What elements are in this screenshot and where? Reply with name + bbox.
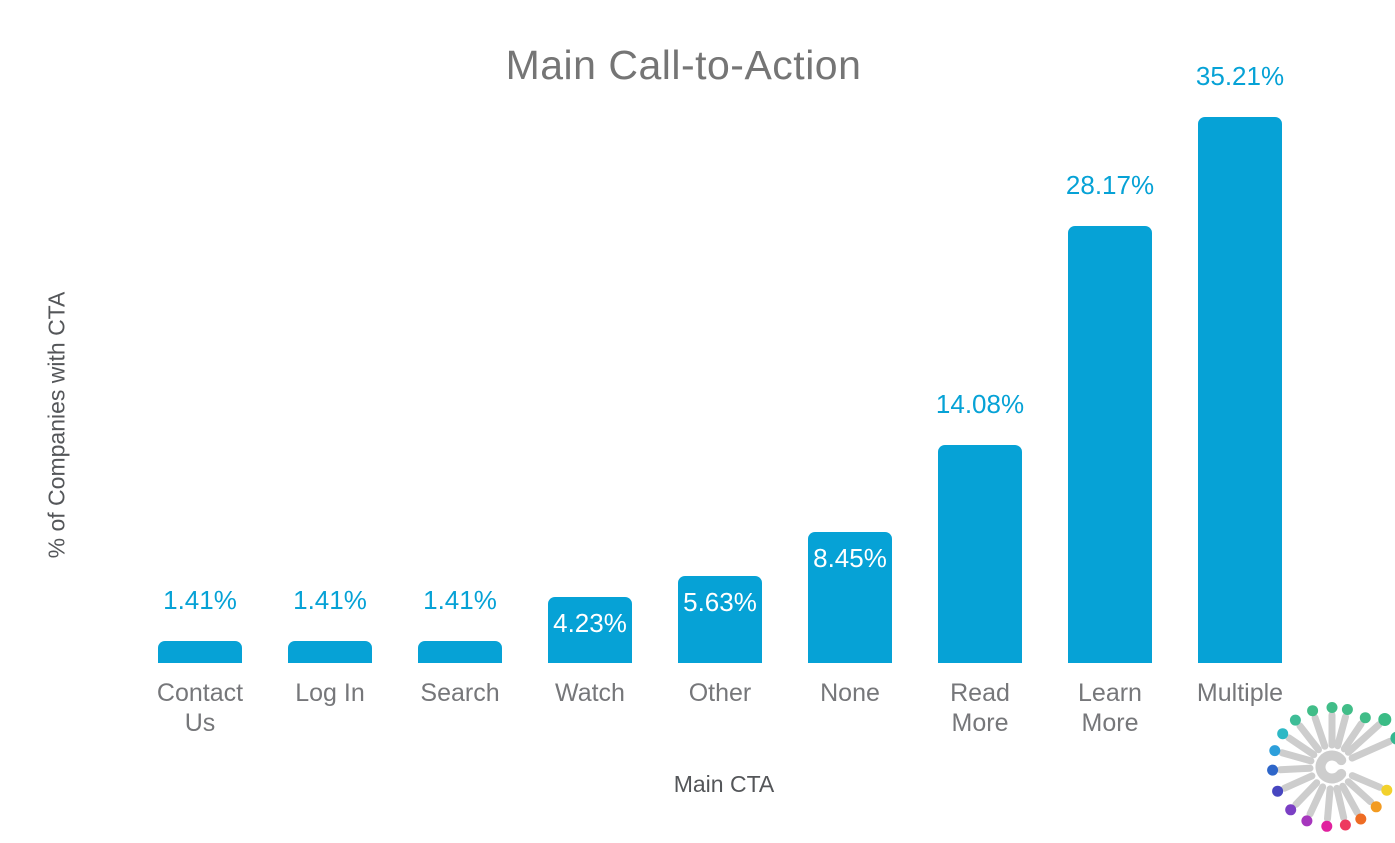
bar-read-more xyxy=(938,445,1022,663)
bar-category-label-search: Search xyxy=(420,679,500,707)
bar-log-in xyxy=(288,641,372,663)
bar-value-label-none: 8.45% xyxy=(813,543,887,573)
bar-search xyxy=(418,641,502,663)
bar-category-label-multiple: Multiple xyxy=(1196,679,1284,707)
bar-learn-more xyxy=(1068,226,1152,663)
bar-value-label-multiple: 35.21% xyxy=(1195,61,1285,91)
bar-value-label-log-in: 1.41% xyxy=(293,585,367,615)
bar-watch xyxy=(548,597,632,663)
bar-value-label-other: 5.63% xyxy=(683,587,757,617)
bar-contact-us xyxy=(158,641,242,663)
chart-title: Main Call-to-Action xyxy=(505,42,862,88)
bar-category-label-learn-more: Learn More xyxy=(1078,679,1142,737)
x-axis-label: Main CTA xyxy=(673,771,775,797)
bar-value-label-read-more: 14.08% xyxy=(935,389,1025,419)
bar-value-label-learn-more: 28.17% xyxy=(1065,170,1155,200)
bar-value-label-watch: 4.23% xyxy=(553,608,627,638)
bar-value-label-contact-us: 1.41% xyxy=(163,585,237,615)
bar-none xyxy=(808,532,892,663)
bar-other xyxy=(678,576,762,663)
bar-category-label-other: Other xyxy=(688,679,752,707)
bar-category-label-log-in: Log In xyxy=(295,679,365,707)
bar-category-label-read-more: Read More xyxy=(950,679,1010,737)
bar-multiple xyxy=(1198,117,1282,663)
bar-value-label-search: 1.41% xyxy=(423,585,497,615)
bar-category-label-contact-us: Contact Us xyxy=(156,679,244,737)
bar-category-label-watch: Watch xyxy=(555,679,625,707)
radial-burst-logo xyxy=(1267,702,1395,832)
bar-category-label-none: None xyxy=(820,679,880,707)
